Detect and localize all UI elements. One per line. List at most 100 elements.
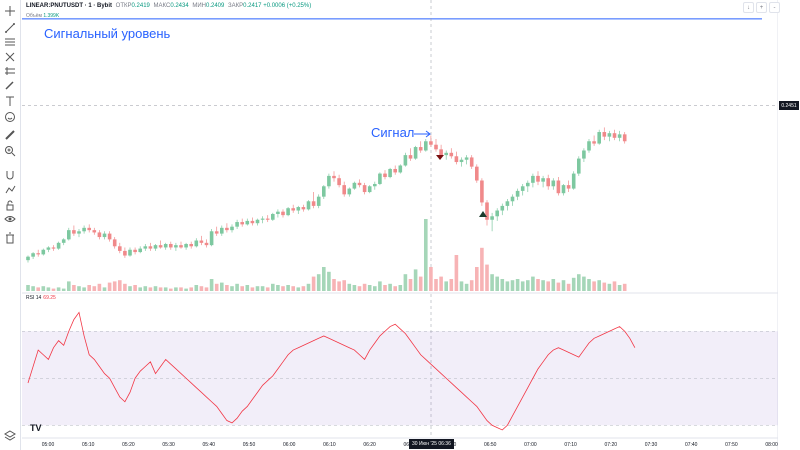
- cross-cursor-icon[interactable]: [3, 4, 17, 18]
- symbol-name[interactable]: LINEAR:PNUTUSDT · 1 · Bybit: [26, 3, 112, 9]
- time-tick-label: 06:50: [484, 442, 497, 448]
- time-tick-label: 06:00: [283, 442, 296, 448]
- candle-body: [510, 196, 515, 202]
- candle-body: [143, 246, 148, 249]
- high-value: 0.2434: [170, 3, 189, 9]
- volume-bar: [429, 267, 433, 291]
- candle-body: [158, 245, 163, 248]
- signal-annotation[interactable]: Сигнал: [371, 125, 415, 140]
- volume-bar: [92, 286, 97, 291]
- magnet-icon[interactable]: [3, 168, 17, 182]
- rsi-line[interactable]: [27, 311, 636, 431]
- volume-bar: [342, 280, 346, 291]
- volume-bar: [536, 279, 540, 291]
- volume-bar: [276, 285, 280, 291]
- candle-body: [480, 180, 484, 203]
- candle-body: [92, 230, 97, 233]
- volume-bar: [556, 282, 561, 291]
- volume-bar: [148, 287, 153, 291]
- price-chart-svg[interactable]: 0.25200.25000.24800.24600.24400.24200.24…: [0, 0, 778, 450]
- candle-body: [250, 220, 255, 224]
- volume-bar: [118, 280, 122, 291]
- volume-bar: [444, 281, 448, 291]
- volume-bar: [622, 283, 627, 291]
- volume-legend[interactable]: Объём 1.399K: [26, 13, 59, 19]
- candle-body: [240, 222, 244, 225]
- candle-body: [357, 182, 362, 186]
- tradingview-logo[interactable]: TV: [30, 423, 42, 433]
- time-tick-label: 05:10: [82, 442, 95, 448]
- emoji-icon[interactable]: [3, 110, 17, 124]
- volume-bar: [480, 247, 484, 291]
- zoom-in-icon[interactable]: [3, 144, 17, 158]
- candle-body: [582, 150, 586, 159]
- volume-bar: [327, 271, 331, 291]
- candle-body: [265, 218, 270, 220]
- brush-icon[interactable]: [3, 78, 17, 92]
- volume-bar: [597, 280, 601, 291]
- sell-marker-icon[interactable]: [436, 155, 444, 160]
- time-tick-label: 06:10: [323, 442, 336, 448]
- volume-bar: [112, 281, 117, 291]
- volume-bar: [418, 276, 423, 291]
- symbol-legend[interactable]: LINEAR:PNUTUSDT · 1 · Bybit ОТКР0.2419 М…: [26, 3, 311, 9]
- candle-body: [311, 201, 316, 206]
- volume-bar: [143, 286, 148, 291]
- volume-bar: [174, 287, 178, 291]
- candle-body: [612, 133, 617, 138]
- candle-body: [286, 208, 290, 216]
- volume-bar: [31, 286, 35, 291]
- volume-bar: [587, 279, 591, 291]
- volume-bar: [500, 279, 505, 291]
- fib-icon[interactable]: [3, 50, 17, 64]
- minimize-button[interactable]: -: [769, 2, 780, 13]
- candle-body: [220, 227, 224, 234]
- trend-line-icon[interactable]: [3, 21, 17, 35]
- text-icon[interactable]: [3, 94, 17, 108]
- volume-bar: [209, 279, 214, 291]
- volume-bar: [464, 283, 469, 291]
- trash-icon[interactable]: [3, 231, 17, 245]
- volume-bar: [475, 267, 479, 291]
- candle-body: [214, 231, 219, 234]
- ruler-icon[interactable]: [3, 128, 17, 142]
- unlock-icon[interactable]: [3, 198, 17, 212]
- candle-body: [271, 213, 275, 220]
- volume-bar: [546, 281, 550, 291]
- lock-draw-icon[interactable]: [3, 183, 17, 197]
- candle-body: [322, 186, 326, 197]
- candle-body: [378, 173, 382, 184]
- layers-icon[interactable]: [3, 428, 17, 442]
- eye-icon[interactable]: [3, 212, 17, 226]
- volume-bar: [169, 288, 173, 291]
- volume-bar: [133, 285, 137, 291]
- measure-icon[interactable]: [3, 64, 17, 78]
- candle-body: [230, 226, 234, 231]
- volume-bar: [260, 286, 265, 291]
- candle-body: [485, 202, 489, 220]
- candle-body: [199, 240, 204, 243]
- chart-area[interactable]: 0.25200.25000.24800.24600.24400.24200.24…: [21, 0, 778, 450]
- time-tick-label: 07:30: [645, 442, 658, 448]
- volume-bar: [123, 283, 127, 291]
- candle-body: [464, 157, 469, 160]
- candle-body: [500, 205, 505, 211]
- candle-body: [607, 133, 612, 137]
- volume-bar: [158, 287, 163, 291]
- candle-body: [133, 249, 137, 253]
- candle-body: [281, 211, 285, 216]
- rsi-legend[interactable]: RSI 14 69.25: [26, 295, 56, 301]
- volume-bar: [72, 285, 76, 291]
- time-tick-label: 08:00: [765, 442, 778, 448]
- buy-marker-icon[interactable]: [479, 211, 487, 217]
- candle-body: [31, 253, 35, 257]
- collapse-button[interactable]: ↓: [743, 2, 754, 13]
- volume-bar: [612, 281, 617, 291]
- candle-body: [434, 144, 438, 150]
- candle-body: [306, 201, 311, 210]
- horizontal-lines-icon[interactable]: [3, 35, 17, 49]
- signal-level-annotation[interactable]: Сигнальный уровень: [44, 26, 171, 41]
- volume-bar: [378, 281, 382, 291]
- maximize-button[interactable]: +: [756, 2, 767, 13]
- volume-bar: [250, 287, 255, 291]
